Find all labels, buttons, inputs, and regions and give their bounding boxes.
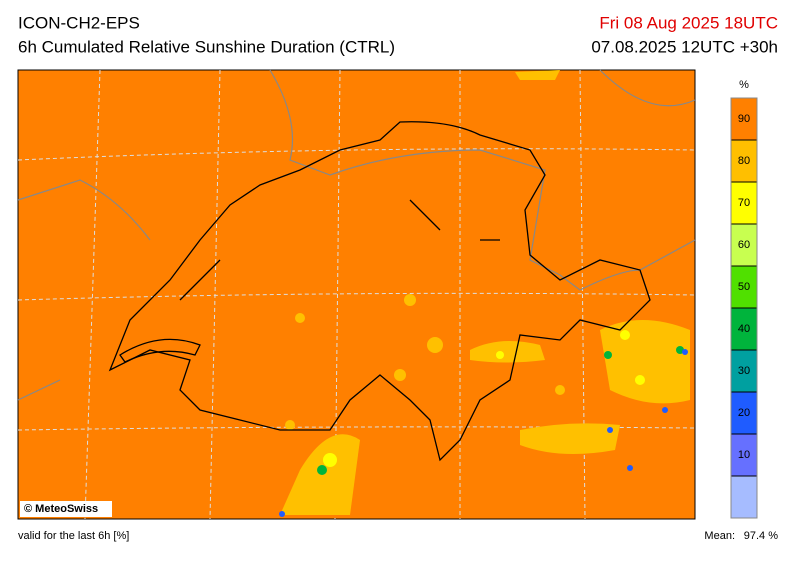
colorbar-tick-label: 90 — [738, 113, 750, 125]
colorbar-tick-label: 80 — [738, 155, 750, 167]
colorbar-tick-label: 50 — [738, 281, 750, 293]
mean-value: 97.4 % — [744, 530, 778, 542]
colorbar-band — [730, 433, 758, 477]
sunshine-areas-min — [279, 349, 688, 517]
colorbar-tick-label: 30 — [738, 365, 750, 377]
copyright: © MeteoSwiss — [24, 503, 98, 515]
colorbar-unit: % — [739, 79, 749, 91]
footer-note: valid for the last 6h [%] — [18, 530, 129, 542]
country-borders — [17, 69, 696, 401]
graticule — [17, 69, 696, 520]
model-title: ICON-CH2-EPS — [18, 13, 140, 32]
colorbar-tick-label: 20 — [738, 407, 750, 419]
colorbar: % 10 20 30 40 50 60 70 80 90 — [730, 79, 758, 519]
colorbar-band — [730, 223, 758, 267]
mean-label: Mean: — [704, 530, 735, 542]
colorbar-band — [730, 391, 758, 435]
colorbar-frame — [730, 97, 758, 519]
colorbar-tick-label: 40 — [738, 323, 750, 335]
product-title: 6h Cumulated Relative Sunshine Duration … — [18, 37, 395, 56]
run-time: 07.08.2025 12UTC +30h — [591, 37, 778, 56]
colorbar-band — [730, 349, 758, 393]
colorbar-band — [730, 475, 758, 519]
map: © MeteoSwiss — [17, 69, 696, 520]
sunshine-areas-high — [323, 330, 645, 467]
colorbar-tick-label: 60 — [738, 239, 750, 251]
colorbar-tick-label: 70 — [738, 197, 750, 209]
swiss-border-lakes — [108, 121, 651, 462]
copyright-box — [20, 501, 112, 517]
colorbar-tick-label: 10 — [738, 449, 750, 461]
valid-time: Fri 08 Aug 2025 18UTC — [599, 13, 778, 32]
sunshine-areas — [280, 70, 690, 515]
